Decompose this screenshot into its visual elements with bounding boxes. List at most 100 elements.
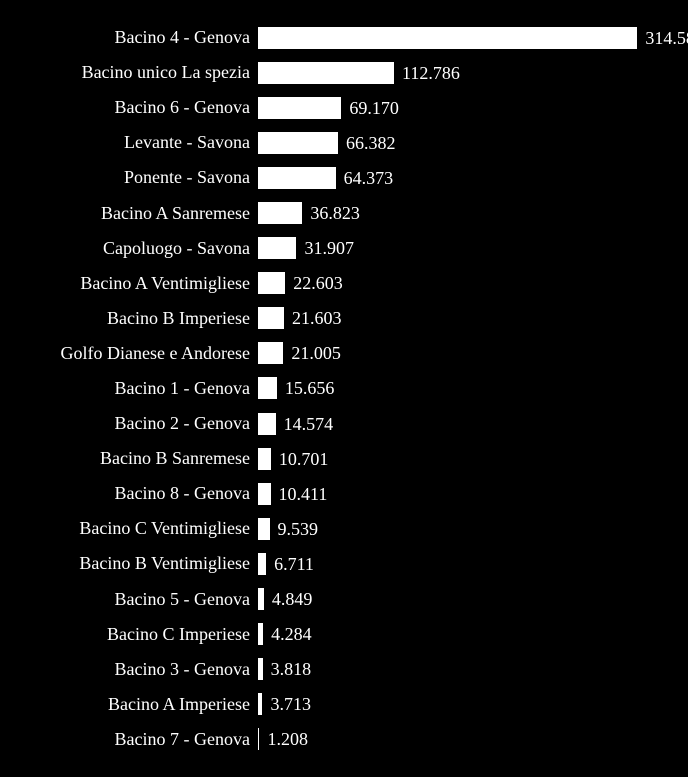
category-label: Levante - Savona — [20, 132, 258, 153]
category-label: Capoluogo - Savona — [20, 238, 258, 259]
value-label: 69.170 — [341, 97, 399, 119]
bar — [258, 167, 336, 189]
category-label: Ponente - Savona — [20, 167, 258, 188]
bar-track: 1.208 — [258, 728, 668, 750]
bar-track: 4.284 — [258, 623, 668, 645]
bar-rows: Bacino 4 - Genova314.587Bacino unico La … — [20, 20, 668, 757]
value-label: 14.574 — [276, 413, 334, 435]
category-label: Bacino 6 - Genova — [20, 97, 258, 118]
bar-row: Bacino 1 - Genova 15.656 — [20, 372, 668, 405]
bar-row: Bacino 8 - Genova 10.411 — [20, 477, 668, 510]
bar-track: 66.382 — [258, 132, 668, 154]
value-label: 4.849 — [264, 588, 313, 610]
value-label: 314.587 — [637, 27, 688, 49]
bar-row: Bacino 2 - Genova 14.574 — [20, 407, 668, 440]
category-label: Bacino 2 - Genova — [20, 413, 258, 434]
value-label: 4.284 — [263, 623, 312, 645]
value-label: 64.373 — [336, 167, 394, 189]
bar — [258, 342, 283, 364]
category-label: Bacino 4 - Genova — [20, 27, 258, 48]
bar-track: 6.711 — [258, 553, 668, 575]
bar — [258, 307, 284, 329]
category-label: Bacino A Imperiese — [20, 694, 258, 715]
bar-row: Bacino C Ventimigliese 9.539 — [20, 512, 668, 545]
category-label: Bacino C Ventimigliese — [20, 518, 258, 539]
bar-row: Bacino 6 - Genova 69.170 — [20, 91, 668, 124]
bar-row: Bacino B Sanremese10.701 — [20, 442, 668, 475]
bar — [258, 448, 271, 470]
bar-track: 4.849 — [258, 588, 668, 610]
bar — [258, 413, 276, 435]
value-label: 6.711 — [266, 553, 314, 575]
bar — [258, 27, 637, 49]
horizontal-bar-chart: Bacino 4 - Genova314.587Bacino unico La … — [0, 0, 688, 777]
category-label: Bacino B Sanremese — [20, 448, 258, 469]
bar-row: Bacino C Imperiese4.284 — [20, 618, 668, 651]
bar-track: 64.373 — [258, 167, 668, 189]
value-label: 22.603 — [285, 272, 343, 294]
bar-row: Bacino B Ventimigliese 6.711 — [20, 547, 668, 580]
value-label: 3.713 — [262, 693, 311, 715]
category-label: Bacino A Ventimigliese — [20, 273, 258, 294]
bar-track: 3.713 — [258, 693, 668, 715]
bar-row: Golfo Dianese e Andorese 21.005 — [20, 337, 668, 370]
bar-track: 9.539 — [258, 518, 668, 540]
bar-row: Bacino B Imperiese 21.603 — [20, 302, 668, 335]
bar — [258, 377, 277, 399]
bar-track: 21.603 — [258, 307, 668, 329]
bar-row: Bacino 5 - Genova 4.849 — [20, 583, 668, 616]
bar-track: 314.587 — [258, 27, 668, 49]
category-label: Bacino 5 - Genova — [20, 589, 258, 610]
bar-row: Bacino A Sanremese 36.823 — [20, 197, 668, 230]
bar — [258, 237, 296, 259]
category-label: Bacino B Imperiese — [20, 308, 258, 329]
value-label: 66.382 — [338, 132, 396, 154]
bar — [258, 483, 271, 505]
value-label: 31.907 — [296, 237, 354, 259]
bar-track: 15.656 — [258, 377, 668, 399]
bar-row: Bacino 4 - Genova314.587 — [20, 21, 668, 54]
value-label: 9.539 — [270, 518, 319, 540]
value-label: 21.603 — [284, 307, 342, 329]
bar-track: 14.574 — [258, 413, 668, 435]
bar-row: Bacino 7 - Genova1.208 — [20, 723, 668, 756]
bar-row: Bacino A Imperiese3.713 — [20, 688, 668, 721]
category-label: Bacino A Sanremese — [20, 203, 258, 224]
value-label: 15.656 — [277, 377, 335, 399]
bar-track: 3.818 — [258, 658, 668, 680]
category-label: Bacino 3 - Genova — [20, 659, 258, 680]
bar-track: 69.170 — [258, 97, 668, 119]
category-label: Bacino C Imperiese — [20, 624, 258, 645]
category-label: Bacino B Ventimigliese — [20, 553, 258, 574]
value-label: 112.786 — [394, 62, 460, 84]
bar-row: Bacino unico La spezia 112.786 — [20, 56, 668, 89]
bar — [258, 272, 285, 294]
bar-track: 112.786 — [258, 62, 668, 84]
bar — [258, 97, 341, 119]
bar-track: 36.823 — [258, 202, 668, 224]
bar — [258, 202, 302, 224]
bar-track: 21.005 — [258, 342, 668, 364]
value-label: 10.411 — [271, 483, 328, 505]
category-label: Bacino 7 - Genova — [20, 729, 258, 750]
value-label: 3.818 — [263, 658, 312, 680]
value-label: 1.208 — [259, 728, 308, 750]
bar-row: Bacino A Ventimigliese 22.603 — [20, 267, 668, 300]
category-label: Bacino unico La spezia — [20, 62, 258, 83]
bar — [258, 132, 338, 154]
bar-row: Bacino 3 - Genova3.818 — [20, 653, 668, 686]
category-label: Bacino 1 - Genova — [20, 378, 258, 399]
bar-track: 10.411 — [258, 483, 668, 505]
category-label: Bacino 8 - Genova — [20, 483, 258, 504]
bar — [258, 62, 394, 84]
value-label: 36.823 — [302, 202, 360, 224]
value-label: 21.005 — [283, 342, 341, 364]
bar — [258, 553, 266, 575]
bar-track: 10.701 — [258, 448, 668, 470]
bar-track: 22.603 — [258, 272, 668, 294]
bar-track: 31.907 — [258, 237, 668, 259]
category-label: Golfo Dianese e Andorese — [20, 343, 258, 364]
bar-row: Levante - Savona 66.382 — [20, 126, 668, 159]
bar-row: Capoluogo - Savona 31.907 — [20, 232, 668, 265]
bar — [258, 518, 270, 540]
